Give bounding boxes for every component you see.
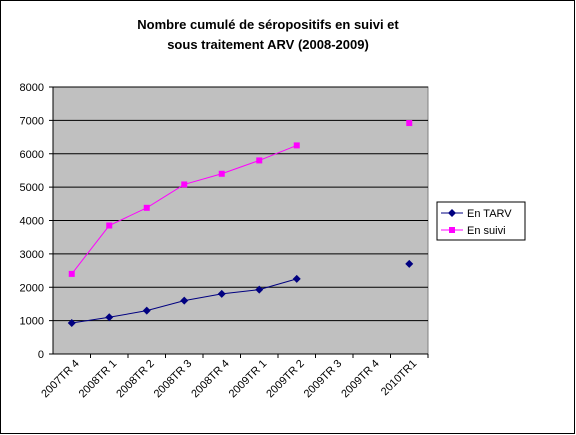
y-tick-label: 7000	[20, 115, 44, 127]
marker	[405, 259, 414, 268]
marker	[449, 227, 455, 233]
marker	[67, 318, 76, 327]
marker	[142, 306, 151, 315]
marker	[68, 270, 75, 277]
chart-title: Nombre cumulé de séropositifs en suivi e…	[137, 17, 399, 32]
marker	[180, 296, 189, 305]
marker	[143, 204, 150, 211]
legend-label: En TARV	[467, 208, 512, 220]
marker	[256, 157, 263, 164]
legend-box	[436, 201, 526, 241]
y-tick-label: 1000	[20, 316, 44, 328]
marker	[181, 181, 188, 188]
marker	[105, 313, 114, 322]
chart-title: sous traitement ARV (2008-2009)	[167, 37, 369, 52]
y-tick-label: 2000	[20, 282, 44, 294]
legend-label: En suivi	[467, 225, 506, 237]
y-tick-label: 4000	[20, 216, 44, 228]
marker	[406, 120, 413, 127]
marker	[218, 170, 225, 177]
marker	[217, 289, 226, 298]
marker	[448, 209, 456, 217]
y-tick-label: 6000	[20, 149, 44, 161]
y-tick-label: 0	[38, 349, 44, 361]
marker	[255, 285, 264, 294]
marker	[292, 274, 301, 283]
y-tick-label: 3000	[20, 249, 44, 261]
marker	[106, 222, 113, 229]
y-tick-label: 8000	[20, 82, 44, 94]
marker	[293, 142, 300, 149]
y-tick-label: 5000	[20, 182, 44, 194]
